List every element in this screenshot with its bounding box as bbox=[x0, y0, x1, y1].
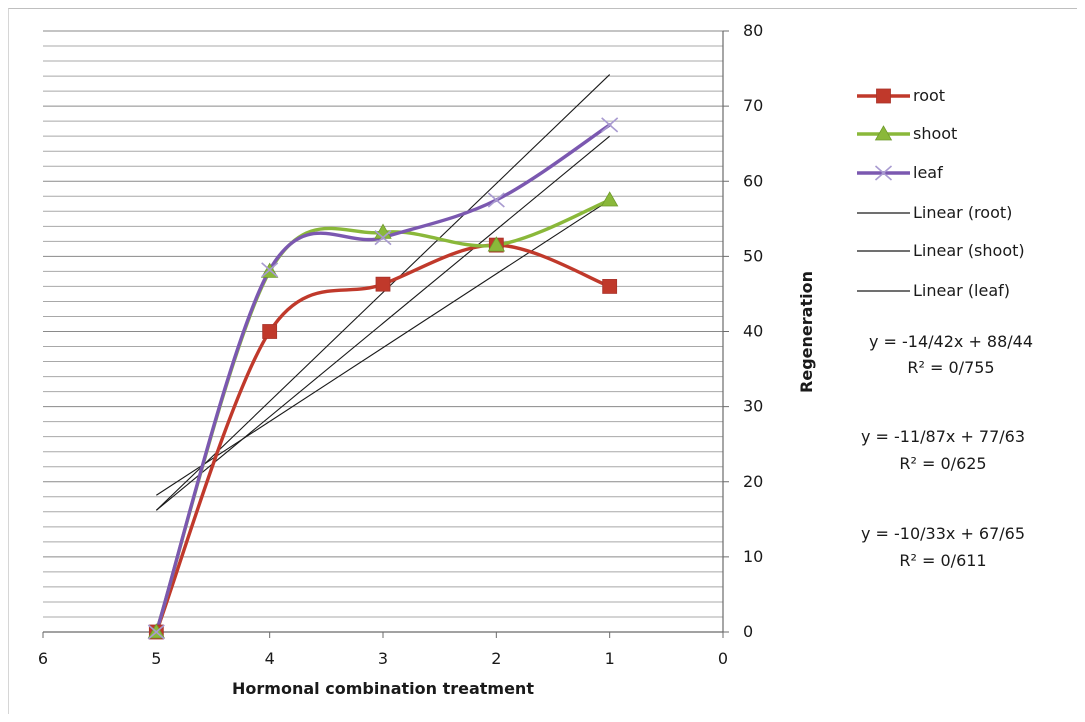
y-tick-label: 20 bbox=[743, 472, 763, 491]
data-point-root bbox=[375, 276, 391, 292]
trendlines bbox=[155, 74, 611, 511]
data-point-shoot bbox=[600, 191, 619, 207]
gridlines bbox=[43, 30, 723, 633]
trendline-equations: y = -14/42x + 88/44 R² = 0/755 y = -11/87x… bbox=[861, 332, 1033, 570]
r-squared-text: R² = 0/611 bbox=[899, 551, 986, 570]
data-point-leaf bbox=[487, 192, 505, 208]
data-point-leaf bbox=[261, 262, 279, 278]
x-axis-title: Hormonal combination treatment bbox=[232, 679, 534, 698]
legend-label-leaf: leaf bbox=[913, 163, 943, 182]
x-tick-label: 4 bbox=[265, 649, 275, 668]
legend-label-shoot: shoot bbox=[913, 124, 957, 143]
series-line-leaf bbox=[154, 123, 612, 634]
y-tick-label: 10 bbox=[743, 547, 763, 566]
data-point-root bbox=[262, 324, 278, 339]
x-tick-label: 6 bbox=[38, 649, 48, 668]
legend: root shoot leaf Linear (root) Linear (shoot)… bbox=[857, 86, 1025, 300]
y-tick-label: 60 bbox=[743, 171, 763, 190]
equation-text: y = -10/33x + 67/65 bbox=[861, 524, 1025, 543]
x-tick-label: 1 bbox=[605, 649, 615, 668]
trendline-leaf bbox=[155, 74, 611, 511]
chart-frame bbox=[8, 8, 1077, 714]
data-point-leaf bbox=[147, 624, 165, 640]
axes bbox=[42, 30, 729, 638]
x-tick-label: 2 bbox=[491, 649, 501, 668]
legend-label-trend-0: Linear (root) bbox=[913, 203, 1012, 222]
y-tick-label: 80 bbox=[743, 21, 763, 40]
y-tick-label: 0 bbox=[743, 622, 753, 641]
legend-marker-root bbox=[876, 88, 891, 104]
series-lines bbox=[154, 123, 612, 634]
y-tick-label: 40 bbox=[743, 322, 763, 341]
series-line-shoot bbox=[154, 198, 612, 634]
x-tick-label: 3 bbox=[378, 649, 388, 668]
series-line-root bbox=[154, 243, 612, 634]
y-axis-title: Regeneration bbox=[797, 271, 816, 393]
equation-text: y = -14/42x + 88/44 bbox=[869, 332, 1033, 351]
y-tick-label: 50 bbox=[743, 246, 763, 265]
x-tick-label: 0 bbox=[718, 649, 728, 668]
legend-label-trend-1: Linear (shoot) bbox=[913, 241, 1025, 260]
x-tick-label: 5 bbox=[151, 649, 161, 668]
legend-marker-shoot bbox=[874, 125, 893, 141]
series-markers bbox=[147, 117, 619, 640]
legend-marker-leaf bbox=[874, 165, 893, 181]
data-point-leaf bbox=[374, 229, 392, 246]
legend-label-trend-2: Linear (leaf) bbox=[913, 281, 1010, 300]
equation-text: y = -11/87x + 77/63 bbox=[861, 427, 1025, 446]
data-point-root bbox=[602, 279, 618, 294]
r-squared-text: R² = 0/625 bbox=[899, 454, 986, 473]
data-point-leaf bbox=[601, 117, 619, 133]
legend-label-root: root bbox=[913, 86, 945, 105]
trendline-shoot bbox=[155, 135, 611, 511]
trendline-root bbox=[156, 199, 610, 496]
r-squared-text: R² = 0/755 bbox=[907, 358, 994, 377]
y-tick-label: 70 bbox=[743, 96, 763, 115]
y-tick-label: 30 bbox=[743, 397, 763, 416]
data-point-shoot bbox=[487, 236, 506, 252]
